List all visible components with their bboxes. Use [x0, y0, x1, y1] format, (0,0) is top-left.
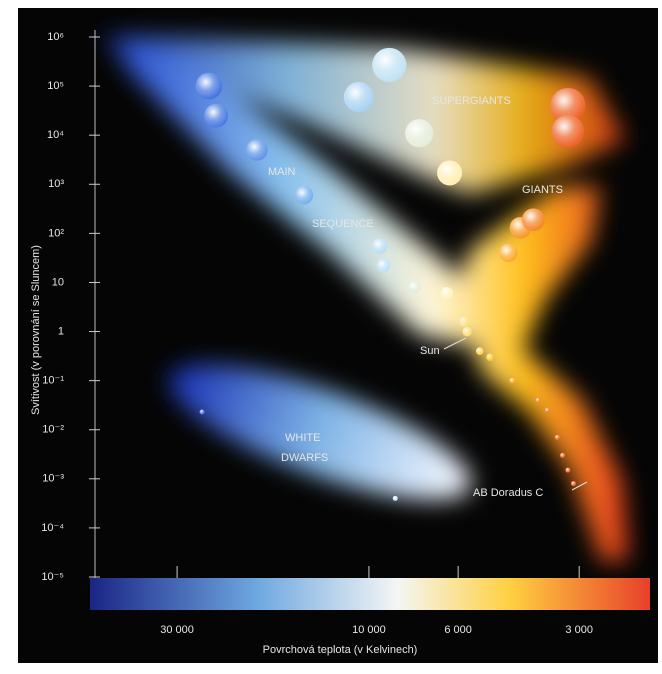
page: Svítivost (v porovnání se Sluncem) Povrc…	[0, 0, 662, 669]
star-highlight	[437, 160, 462, 185]
star-highlight	[555, 435, 560, 440]
region-label: SUPERGIANTS	[432, 95, 511, 107]
y-tick-label: 10⁵	[47, 80, 64, 92]
star-highlight	[344, 82, 374, 112]
y-tick-label: 10⁻¹	[42, 375, 64, 387]
star-highlight	[552, 115, 585, 148]
star-highlight	[393, 496, 398, 501]
x-axis-title: Povrchová teplota (v Kelvinech)	[263, 644, 418, 656]
star-highlight	[246, 139, 268, 161]
star-highlight	[204, 104, 228, 128]
x-tick-label: 6 000	[444, 624, 472, 636]
star-highlight	[509, 378, 515, 384]
star-highlight	[571, 481, 576, 486]
y-tick-label: 1	[58, 325, 64, 337]
y-tick-label: 10⁻⁴	[41, 522, 64, 534]
star-highlight	[459, 316, 469, 326]
star-highlight	[377, 259, 391, 273]
star-highlight	[486, 354, 493, 361]
star-highlight	[476, 347, 484, 355]
y-axis-title: Svítivost (v porovnání se Sluncem)	[30, 245, 42, 415]
region-label: DWARFS	[281, 452, 328, 464]
x-tick-label: 30 000	[160, 624, 194, 636]
star-highlight	[522, 208, 545, 231]
star-highlight	[405, 119, 433, 147]
region-label: Sun	[420, 345, 440, 357]
y-tick-label: 10²	[48, 227, 64, 239]
y-tick-label: 10⁴	[47, 129, 64, 141]
y-tick-label: 10⁻⁵	[41, 571, 64, 583]
star-highlight	[565, 468, 570, 473]
star-highlight	[441, 287, 454, 300]
star-highlight	[408, 281, 420, 293]
star-highlight	[196, 73, 223, 100]
y-tick-label: 10³	[48, 178, 64, 190]
region-label: MAIN	[268, 166, 296, 178]
chart: Svítivost (v porovnání se Sluncem) Povrc…	[0, 0, 662, 669]
region-label: GIANTS	[522, 184, 563, 196]
star-highlight	[200, 409, 205, 414]
x-tick-label: 10 000	[352, 624, 386, 636]
star-highlight	[545, 408, 550, 413]
region-label: AB Doradus C	[473, 487, 543, 499]
star-highlight	[535, 398, 540, 403]
region-label: SEQUENCE	[312, 218, 374, 230]
star-highlight	[372, 238, 387, 253]
x-tick-label: 3 000	[565, 624, 593, 636]
y-tick-label: 10⁻²	[42, 424, 64, 436]
color-bar	[90, 578, 650, 610]
star-highlight	[499, 244, 518, 263]
star-highlight	[462, 327, 471, 336]
y-tick-label: 10⁶	[47, 31, 64, 43]
y-tick-label: 10⁻³	[42, 473, 64, 485]
star-highlight	[295, 186, 313, 204]
region-label: WHITE	[285, 432, 320, 444]
star-highlight	[372, 48, 406, 82]
star-highlight	[560, 453, 565, 458]
y-tick-label: 10	[52, 276, 64, 288]
